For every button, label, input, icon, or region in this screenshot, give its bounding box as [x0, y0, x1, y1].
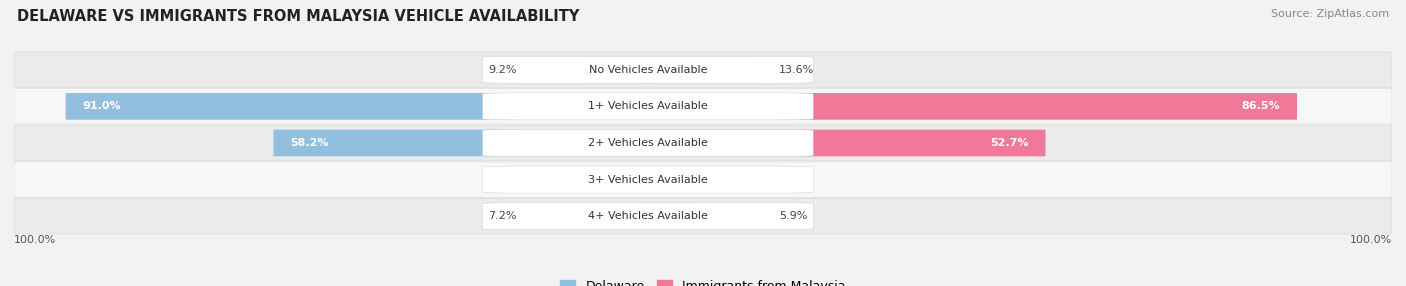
Text: 52.7%: 52.7% [990, 138, 1029, 148]
FancyBboxPatch shape [14, 89, 1392, 124]
Text: 86.5%: 86.5% [1241, 102, 1281, 111]
FancyBboxPatch shape [14, 198, 1392, 234]
Legend: Delaware, Immigrants from Malaysia: Delaware, Immigrants from Malaysia [555, 275, 851, 286]
FancyBboxPatch shape [14, 125, 1392, 161]
Text: DELAWARE VS IMMIGRANTS FROM MALAYSIA VEHICLE AVAILABILITY: DELAWARE VS IMMIGRANTS FROM MALAYSIA VEH… [17, 9, 579, 23]
FancyBboxPatch shape [583, 56, 654, 83]
FancyBboxPatch shape [14, 162, 1392, 197]
FancyBboxPatch shape [643, 203, 697, 230]
Text: 58.2%: 58.2% [290, 138, 329, 148]
FancyBboxPatch shape [482, 130, 813, 156]
FancyBboxPatch shape [643, 93, 1296, 120]
FancyBboxPatch shape [274, 130, 654, 156]
FancyBboxPatch shape [643, 56, 755, 83]
Text: 9.2%: 9.2% [488, 65, 517, 75]
FancyBboxPatch shape [643, 166, 790, 193]
Text: 21.5%: 21.5% [523, 175, 561, 184]
FancyBboxPatch shape [14, 52, 1392, 88]
FancyBboxPatch shape [66, 93, 654, 120]
Text: 13.6%: 13.6% [779, 65, 814, 75]
FancyBboxPatch shape [482, 203, 813, 230]
FancyBboxPatch shape [596, 203, 654, 230]
Text: Source: ZipAtlas.com: Source: ZipAtlas.com [1271, 9, 1389, 19]
FancyBboxPatch shape [643, 130, 1046, 156]
Text: 5.9%: 5.9% [779, 211, 807, 221]
Text: 18.3%: 18.3% [734, 175, 773, 184]
FancyBboxPatch shape [482, 93, 813, 120]
FancyBboxPatch shape [482, 56, 813, 83]
Text: 3+ Vehicles Available: 3+ Vehicles Available [588, 175, 707, 184]
FancyBboxPatch shape [482, 166, 813, 193]
Text: 1+ Vehicles Available: 1+ Vehicles Available [588, 102, 707, 111]
Text: 100.0%: 100.0% [14, 235, 56, 245]
Text: 4+ Vehicles Available: 4+ Vehicles Available [588, 211, 707, 221]
Text: No Vehicles Available: No Vehicles Available [589, 65, 707, 75]
Text: 91.0%: 91.0% [82, 102, 121, 111]
Text: 100.0%: 100.0% [1350, 235, 1392, 245]
FancyBboxPatch shape [506, 166, 654, 193]
Text: 7.2%: 7.2% [488, 211, 517, 221]
Text: 2+ Vehicles Available: 2+ Vehicles Available [588, 138, 707, 148]
